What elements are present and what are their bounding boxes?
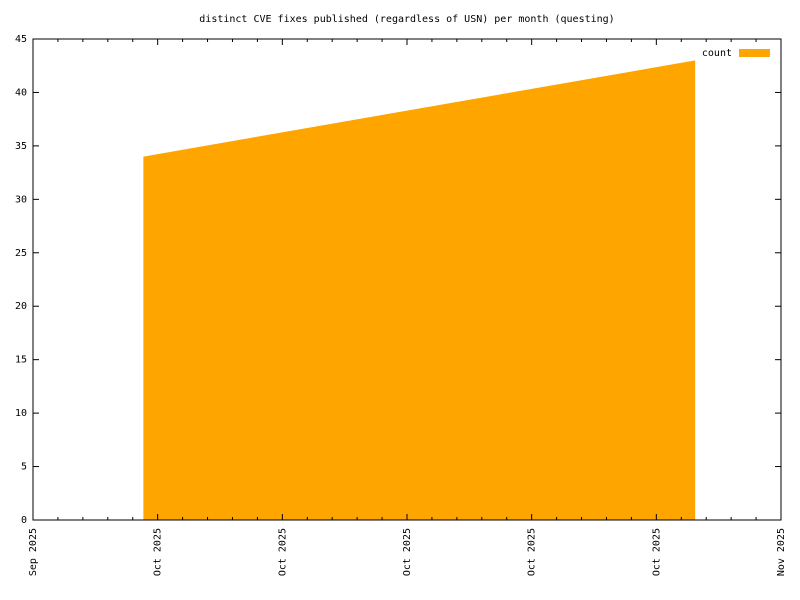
y-tick-label: 45: [15, 34, 27, 45]
x-tick-label: Nov 2025: [776, 528, 787, 576]
chart-title: distinct CVE fixes published (regardless…: [199, 14, 614, 25]
x-tick-label: Oct 2025: [277, 528, 288, 576]
y-tick-label: 35: [15, 141, 27, 152]
x-tick-label: Oct 2025: [527, 528, 538, 576]
y-tick-label: 10: [15, 408, 27, 419]
x-tick-label: Sep 2025: [28, 528, 39, 576]
y-tick-label: 30: [15, 194, 27, 205]
legend-swatch: [739, 49, 770, 57]
y-tick-label: 20: [15, 301, 27, 312]
area: [143, 60, 696, 520]
y-tick-label: 25: [15, 248, 27, 259]
legend-label: count: [702, 48, 732, 59]
x-tick-label: Oct 2025: [651, 528, 662, 576]
y-tick-label: 15: [15, 355, 27, 366]
x-tick-label: Oct 2025: [153, 528, 164, 576]
y-tick-label: 5: [21, 462, 27, 473]
y-tick-label: 0: [21, 515, 27, 526]
x-tick-label: Oct 2025: [402, 528, 413, 576]
y-tick-label: 40: [15, 87, 27, 98]
